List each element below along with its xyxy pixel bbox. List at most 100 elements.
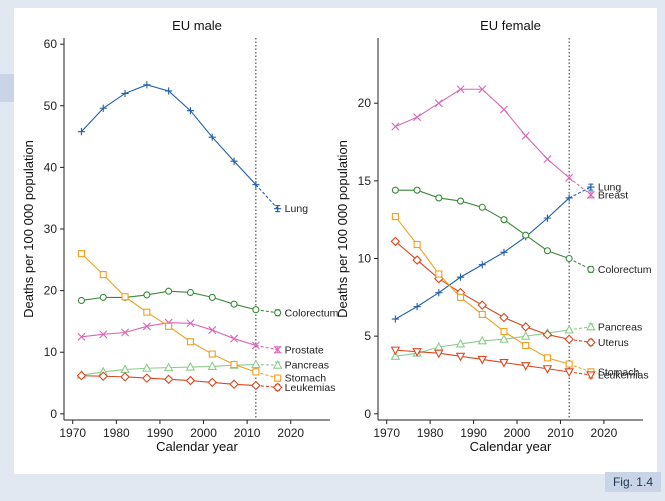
- prediction-line-lung: [255, 184, 279, 210]
- side-tab: [0, 74, 14, 102]
- data-point-leukemias: [520, 362, 531, 371]
- prediction-point-leukemias: [272, 382, 283, 393]
- series-label-lung: Lung: [285, 203, 309, 215]
- x-tick-label: 1990: [460, 426, 487, 440]
- data-point-uterus: [564, 334, 574, 345]
- data-point-colorectum: [565, 254, 573, 263]
- prediction-line-lung: [568, 186, 592, 199]
- prediction-line-pancreas: [569, 326, 591, 331]
- series-label-stomach: Stomach: [285, 373, 327, 385]
- data-point-lung: [478, 261, 486, 269]
- prediction-point-stomach: [274, 374, 282, 382]
- x-tick-label: 2000: [504, 426, 531, 440]
- data-point-breast: [413, 113, 422, 122]
- data-point-prostate: [142, 322, 151, 331]
- data-point-lung: [252, 181, 260, 189]
- data-point-leukemias: [142, 373, 152, 383]
- data-point-prostate: [121, 328, 130, 337]
- data-point-pancreas: [520, 330, 531, 340]
- data-point-pancreas: [185, 361, 196, 371]
- x-tick-label: 1990: [147, 426, 174, 440]
- data-point-lung: [543, 214, 552, 222]
- data-point-pancreas: [251, 359, 261, 369]
- data-point-colorectum: [413, 186, 421, 194]
- data-point-lung: [230, 157, 238, 165]
- series-label-uterus: Uterus: [598, 337, 629, 349]
- data-point-lung: [500, 248, 508, 256]
- series-prostate: Prostate: [77, 318, 324, 356]
- data-point-pancreas: [207, 361, 217, 370]
- prediction-line-colorectum: [255, 309, 278, 314]
- data-point-colorectum: [186, 288, 195, 297]
- data-point-breast: [478, 85, 487, 94]
- y-axis-label: Deaths per 100 000 population: [335, 140, 350, 318]
- data-point-colorectum: [391, 186, 399, 194]
- data-point-leukemias: [98, 371, 109, 382]
- prediction-point-uterus: [586, 337, 596, 348]
- data-point-colorectum: [456, 197, 465, 205]
- data-point-leukemias: [542, 365, 553, 374]
- data-point-stomach: [543, 354, 551, 362]
- prediction-point-lung: [274, 205, 282, 213]
- y-tick-label: 50: [44, 99, 58, 113]
- data-point-lung: [121, 89, 129, 98]
- panel-eu-female: EU female 0 5 10 15 20 1970 1980 1990 2000 2010 202…: [335, 18, 652, 454]
- series-label-pancreas: Pancreas: [285, 360, 329, 372]
- series-label-prostate: Prostate: [285, 344, 324, 356]
- y-tick-label: 30: [44, 222, 58, 236]
- y-tick-label: 10: [44, 345, 58, 359]
- data-point-prostate: [230, 334, 239, 343]
- data-point-leukemias: [499, 358, 509, 368]
- data-point-stomach: [186, 338, 195, 346]
- data-point-pancreas: [499, 334, 509, 343]
- data-point-lung: [143, 81, 151, 89]
- x-tick-label: 2020: [277, 426, 304, 440]
- x-tick-label: 2020: [591, 426, 618, 440]
- data-point-colorectum: [99, 293, 107, 301]
- prediction-point-colorectum: [274, 309, 282, 317]
- x-tick-label: 1970: [373, 426, 400, 440]
- y-tick-label: 20: [44, 284, 58, 298]
- data-point-stomach: [77, 250, 85, 258]
- x-tick-label: 2000: [190, 426, 217, 440]
- data-point-leukemias: [412, 348, 422, 357]
- data-point-uterus: [542, 329, 553, 340]
- data-point-stomach: [500, 327, 508, 336]
- series-label-lung: Lung: [598, 182, 622, 194]
- data-point-pancreas: [163, 362, 174, 372]
- panel-title: EU female: [480, 18, 541, 33]
- series-label-colorectum: Colorectum: [285, 307, 339, 319]
- figure-label: Fig. 1.4: [604, 472, 661, 492]
- series-label-pancreas: Pancreas: [598, 321, 642, 333]
- data-point-colorectum: [522, 231, 530, 239]
- data-point-stomach: [435, 270, 443, 278]
- data-point-pancreas: [564, 324, 574, 334]
- series-label-leukemias: Leukemias: [285, 382, 336, 394]
- prediction-line-pancreas: [255, 363, 278, 366]
- data-point-prostate: [99, 330, 108, 339]
- prediction-line-uterus: [569, 338, 591, 343]
- prediction-point-pancreas: [272, 360, 283, 369]
- y-tick-label: 40: [44, 160, 58, 174]
- data-point-stomach: [522, 341, 530, 350]
- x-tick-label: 1980: [417, 426, 444, 440]
- data-point-colorectum: [143, 291, 151, 299]
- data-point-lung: [99, 104, 107, 112]
- data-point-uterus: [499, 312, 509, 323]
- prediction-line-stomach: [568, 363, 592, 373]
- data-point-breast: [565, 173, 574, 182]
- data-point-stomach: [413, 240, 421, 249]
- prediction-point-colorectum: [587, 265, 595, 273]
- data-point-leukemias: [564, 368, 574, 378]
- data-point-leukemias: [251, 380, 261, 391]
- series-leukemias: Leukemias: [76, 370, 336, 394]
- panel-eu-male: EU male 0 10 20 30 40 50 60 1970 1980 1990 2000 2010…: [21, 18, 339, 454]
- data-point-lung: [565, 194, 573, 202]
- data-point-leukemias: [434, 349, 444, 359]
- data-point-stomach: [252, 368, 260, 376]
- data-point-leukemias: [163, 374, 174, 385]
- series-stomach: Stomach: [391, 213, 639, 378]
- series-label-colorectum: Colorectum: [598, 264, 652, 276]
